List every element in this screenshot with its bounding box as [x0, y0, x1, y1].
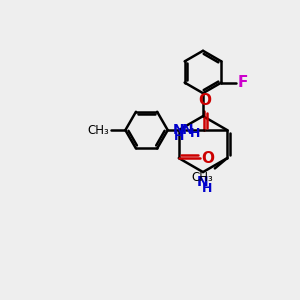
Text: H: H [190, 127, 200, 140]
Text: N: N [197, 175, 209, 189]
Text: F: F [238, 75, 248, 90]
Text: H: H [174, 130, 184, 143]
Text: O: O [202, 151, 215, 166]
Text: N: N [182, 123, 193, 137]
Text: CH₃: CH₃ [87, 124, 109, 136]
Text: CH₃: CH₃ [192, 171, 213, 184]
Text: H: H [202, 182, 213, 194]
Text: O: O [198, 93, 211, 108]
Text: N: N [172, 123, 184, 137]
